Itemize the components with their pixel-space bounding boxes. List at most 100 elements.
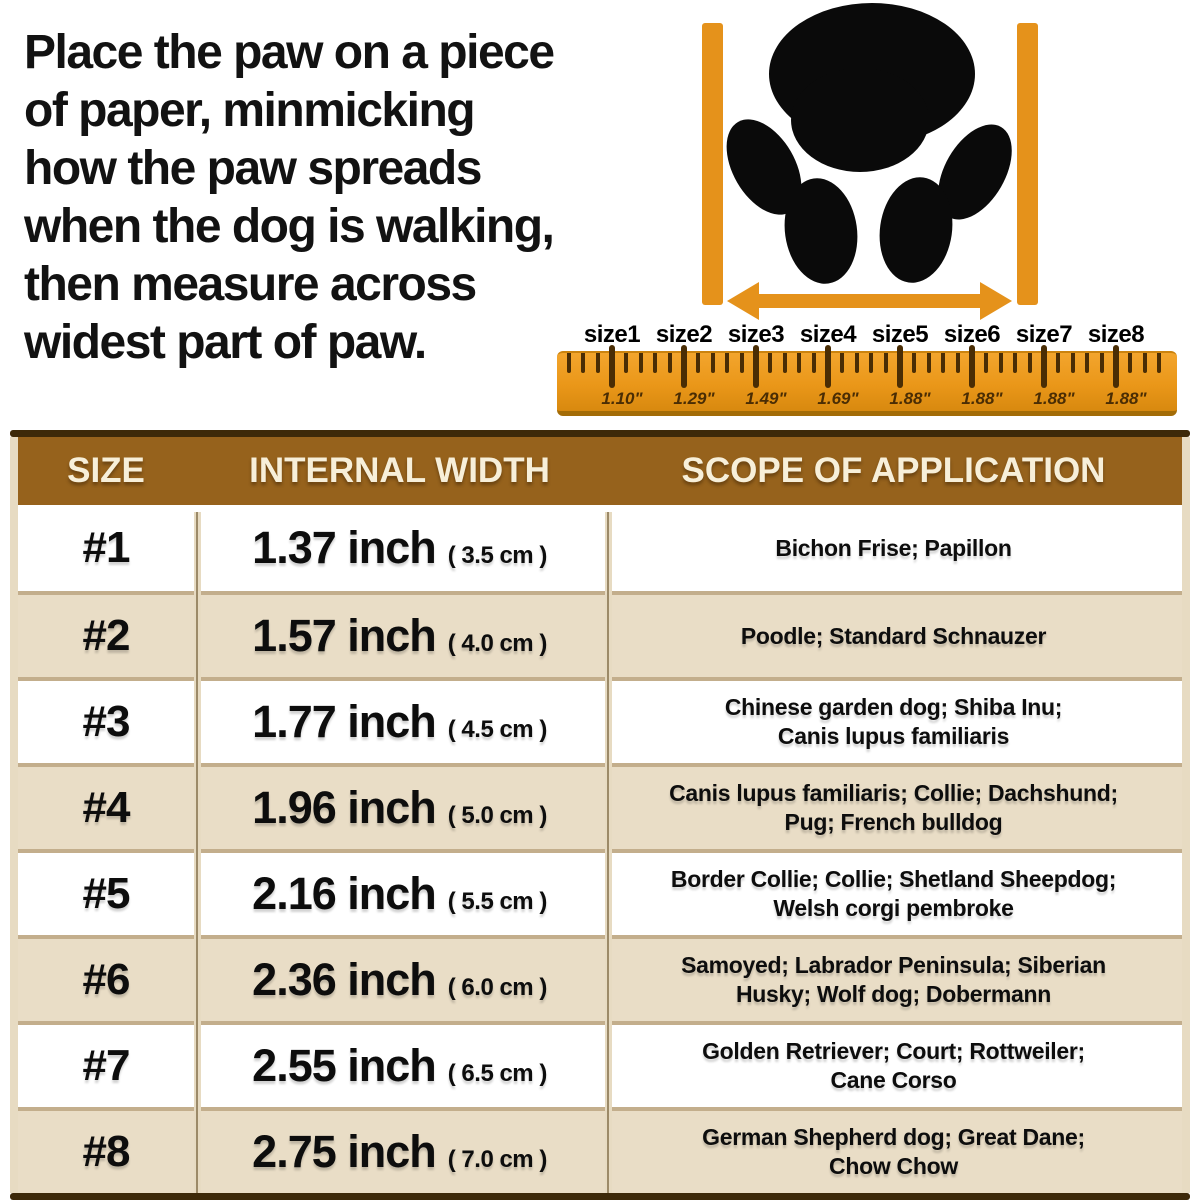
ruler-tick (926, 353, 931, 373)
ruler-size-label: size6 (943, 321, 1001, 348)
size-cell: #3 (18, 681, 194, 763)
scope-cell: Bichon Frise; Papillon (605, 505, 1182, 591)
ruler-tick (1013, 353, 1018, 373)
ruler-tick (667, 353, 672, 373)
table-row: #3 1.77 inch ( 4.5 cm ) Chinese garden dog;… (18, 677, 1182, 763)
ruler-tick (984, 353, 989, 373)
size-number: #5 (82, 869, 131, 918)
size-cell: #7 (18, 1025, 194, 1107)
width-cm-value: ( 4.0 cm ) (447, 630, 548, 657)
ruler-tick (1041, 345, 1047, 388)
size-cell: #6 (18, 939, 194, 1021)
width-cm-value: ( 6.5 cm ) (447, 1060, 548, 1087)
instruction-line: how the paw spreads (24, 142, 482, 195)
column-divider (605, 512, 612, 1193)
ruler-tick (840, 353, 845, 373)
ruler-tick (681, 345, 687, 388)
width-cm-value: ( 5.0 cm ) (447, 802, 548, 829)
column-header-scope: SCOPE OF APPLICATION (681, 451, 1106, 490)
size-table: SIZE INTERNAL WIDTH SCOPE OF APPLICATION… (10, 430, 1190, 1200)
instruction-text: Place the paw on a piece of paper, minmic… (24, 24, 654, 372)
scope-cell: Border Collie; Collie; Shetland Sheepdog… (605, 853, 1182, 935)
table-top-border (10, 430, 1190, 437)
ruler-tick (1070, 353, 1075, 373)
size-number: #7 (82, 1041, 131, 1090)
scope-cell: Golden Retriever; Court; Rottweiler; Cane… (605, 1025, 1182, 1107)
width-inch-value: 1.57 inch (252, 610, 437, 661)
width-cm-value: ( 5.5 cm ) (447, 888, 548, 915)
ruler-size-label: size1 (583, 321, 641, 348)
ruler-tick (739, 353, 744, 373)
instruction-line: of paper, minmicking (24, 84, 476, 137)
size-cell: #8 (18, 1111, 194, 1193)
width-cm-value: ( 4.5 cm ) (447, 716, 548, 743)
internal-width-cell: 1.57 inch ( 4.0 cm ) (194, 595, 605, 677)
size-cell: #5 (18, 853, 194, 935)
ruler: 1.10" 1.29" 1.49" 1.69" 1.88" 1.88" 1.88" 1.88" (557, 345, 1177, 416)
instruction-line: when the dog is walking, (24, 200, 555, 253)
ruler-tick (969, 345, 975, 388)
ruler-tick (624, 353, 629, 373)
ruler-tick (797, 353, 802, 373)
internal-width-cell: 1.37 inch ( 3.5 cm ) (194, 505, 605, 591)
internal-width-cell: 1.96 inch ( 5.0 cm ) (194, 767, 605, 849)
scope-text: Border Collie; Collie; Shetland Sheepdog… (670, 866, 1117, 921)
ruler-tick (897, 345, 903, 388)
ruler-tick (883, 353, 888, 373)
table-row: #4 1.96 inch ( 5.0 cm ) Canis lupus familia… (18, 763, 1182, 849)
ruler-tick (955, 353, 960, 373)
table-row: #5 2.16 inch ( 5.5 cm ) Border Collie; Coll… (18, 849, 1182, 935)
ruler-tick (1157, 353, 1162, 373)
scope-cell: Samoyed; Labrador Peninsula; Siberian Hus… (605, 939, 1182, 1021)
ruler-value: 1.10" (601, 389, 643, 408)
ruler-tick (710, 353, 715, 373)
table-frame: SIZE INTERNAL WIDTH SCOPE OF APPLICATION… (10, 437, 1190, 1193)
scope-text: Bichon Frise; Papillon (775, 534, 1012, 561)
width-inch-value: 1.37 inch (252, 522, 437, 573)
paw-print-icon (726, 3, 1012, 284)
ruler-tick (595, 353, 600, 373)
table-header-row: SIZE INTERNAL WIDTH SCOPE OF APPLICATION (18, 437, 1182, 505)
column-divider (194, 512, 201, 1193)
ruler-tick (581, 353, 586, 373)
ruler-tick (1056, 353, 1061, 373)
scope-text: Poodle; Standard Schnauzer (740, 622, 1047, 649)
width-inch-value: 1.96 inch (252, 782, 437, 833)
internal-width-cell: 2.16 inch ( 5.5 cm ) (194, 853, 605, 935)
ruler-size-label: size2 (655, 321, 713, 348)
scope-text: Chinese garden dog; Shiba Inu; Canis lupu… (724, 694, 1063, 749)
width-cm-value: ( 6.0 cm ) (447, 974, 548, 1001)
ruler-tick (753, 345, 759, 388)
ruler-size-label: size4 (799, 321, 857, 348)
ruler-tick (609, 345, 615, 388)
ruler-tick (825, 345, 831, 388)
size-cell: #4 (18, 767, 194, 849)
table-row: #2 1.57 inch ( 4.0 cm ) Poodle; Standard Sc… (18, 591, 1182, 677)
column-header-size: SIZE (67, 451, 145, 490)
scope-text: Canis lupus familiaris; Collie; Dachshun… (669, 780, 1118, 835)
scope-text: Samoyed; Labrador Peninsula; Siberian Hus… (681, 952, 1106, 1007)
table-bottom-border (10, 1193, 1190, 1200)
table-row: #7 2.55 inch ( 6.5 cm ) Golden Retriever; C… (18, 1021, 1182, 1107)
scope-cell: German Shepherd dog; Great Dane; Chow Cho… (605, 1111, 1182, 1193)
ruler-value: 1.88" (889, 389, 931, 408)
left-measure-bar-icon (702, 23, 723, 305)
size-cell: #2 (18, 595, 194, 677)
width-cm-value: ( 7.0 cm ) (447, 1146, 548, 1173)
size-number: #3 (82, 697, 131, 746)
scope-cell: Canis lupus familiaris; Collie; Dachshun… (605, 767, 1182, 849)
ruler-size-label: size5 (871, 321, 929, 348)
size-number: #1 (82, 523, 131, 572)
ruler-value: 1.88" (961, 389, 1003, 408)
ruler-tick (1085, 353, 1090, 373)
ruler-tick (1027, 353, 1032, 373)
scope-cell: Poodle; Standard Schnauzer (605, 595, 1182, 677)
size-number: #4 (82, 783, 131, 832)
size-number: #2 (82, 611, 131, 660)
ruler-tick (768, 353, 773, 373)
ruler-value: 1.69" (817, 389, 859, 408)
width-arrow-icon (727, 282, 1012, 320)
internal-width-cell: 2.55 inch ( 6.5 cm ) (194, 1025, 605, 1107)
ruler-tick (653, 353, 658, 373)
